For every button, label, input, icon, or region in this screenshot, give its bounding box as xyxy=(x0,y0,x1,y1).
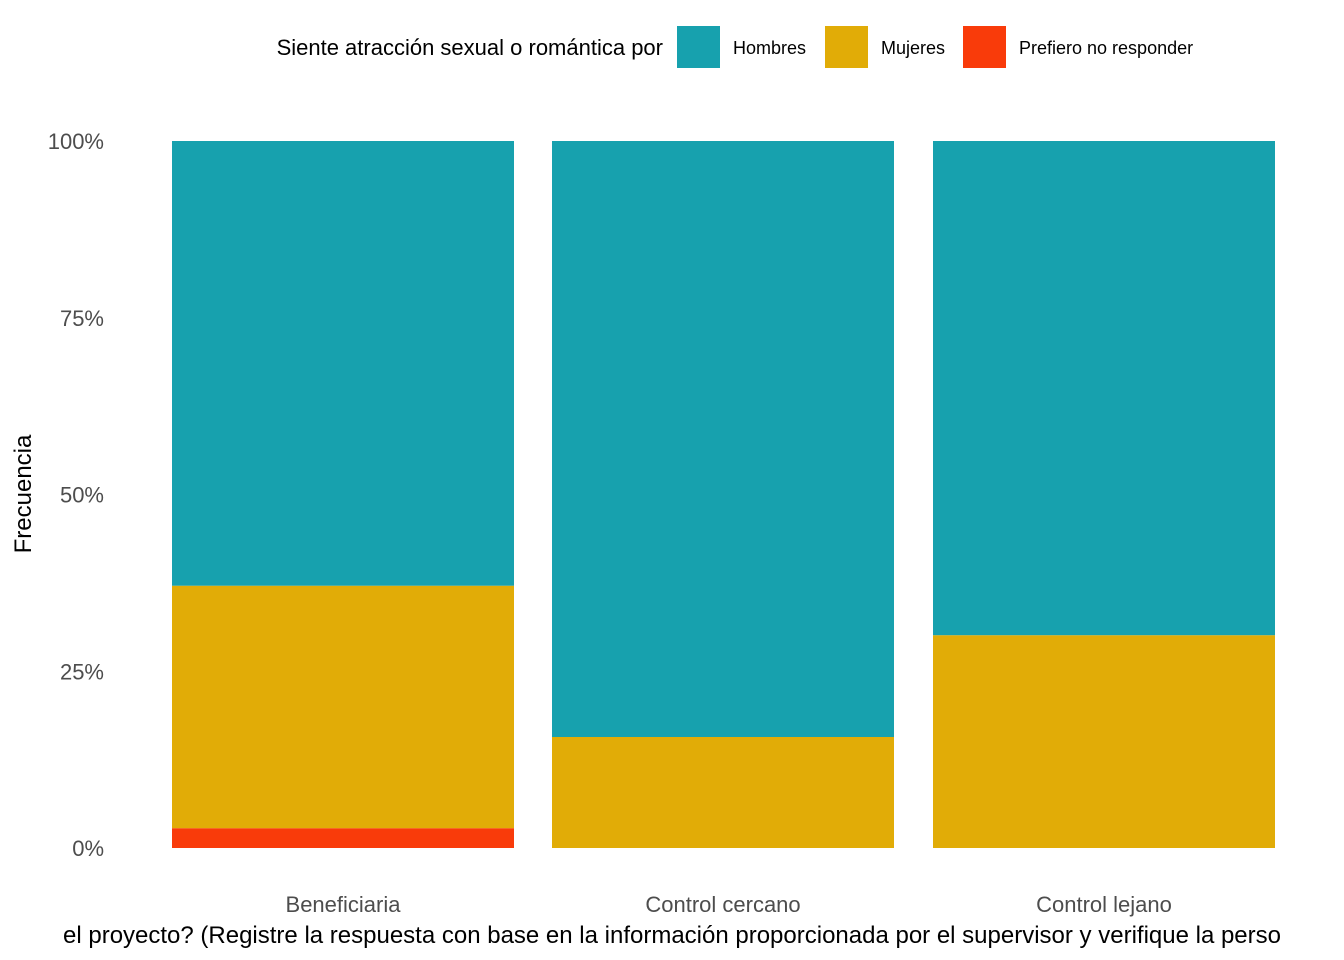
bars xyxy=(172,141,1275,848)
legend: Siente atracción sexual o romántica por … xyxy=(277,26,1193,68)
legend-item-prefiero-no-responder: Prefiero no responder xyxy=(963,26,1193,68)
x-tick-label: Control lejano xyxy=(1036,892,1172,917)
bar-control-cercano-hombres xyxy=(552,141,894,738)
legend-label: Hombres xyxy=(733,38,806,58)
y-tick-label: 0% xyxy=(72,836,104,861)
x-tick-label: Beneficiaria xyxy=(286,892,402,917)
bar-beneficiaria-hombres xyxy=(172,141,514,586)
legend-item-mujeres: Mujeres xyxy=(825,26,945,68)
y-tick-label: 25% xyxy=(60,659,104,684)
legend-swatch xyxy=(677,26,720,68)
bar-control-lejano-hombres xyxy=(933,141,1275,636)
bar-beneficiaria-prefiero-no-responder xyxy=(172,828,514,848)
x-tick-label: Control cercano xyxy=(645,892,800,917)
x-axis-title: el proyecto? (Registre la respuesta con … xyxy=(63,922,1281,949)
legend-swatch xyxy=(825,26,868,68)
y-axis-ticks: 0% 25% 50% 75% 100% xyxy=(48,129,104,861)
y-tick-label: 100% xyxy=(48,129,104,154)
x-axis-ticks: Beneficiaria Control cercano Control lejan… xyxy=(286,892,1172,917)
bar-control-lejano-mujeres xyxy=(933,635,1275,848)
legend-label: Mujeres xyxy=(881,38,945,58)
legend-item-hombres: Hombres xyxy=(677,26,806,68)
legend-swatch xyxy=(963,26,1006,68)
y-tick-label: 50% xyxy=(60,483,104,508)
legend-label: Prefiero no responder xyxy=(1019,38,1193,58)
bar-beneficiaria-mujeres xyxy=(172,585,514,829)
y-tick-label: 75% xyxy=(60,306,104,331)
y-axis-title: Frecuencia xyxy=(10,434,37,553)
bar-control-cercano-mujeres xyxy=(552,737,894,848)
legend-title: Siente atracción sexual o romántica por xyxy=(277,35,663,60)
